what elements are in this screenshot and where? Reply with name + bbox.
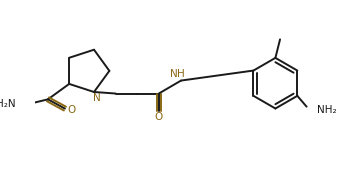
Text: NH₂: NH₂ (318, 105, 337, 115)
Text: N: N (170, 69, 178, 79)
Text: H: H (177, 69, 185, 79)
Text: N: N (93, 92, 100, 102)
Text: O: O (155, 112, 163, 122)
Text: H₂N: H₂N (0, 99, 16, 109)
Text: O: O (67, 105, 76, 115)
